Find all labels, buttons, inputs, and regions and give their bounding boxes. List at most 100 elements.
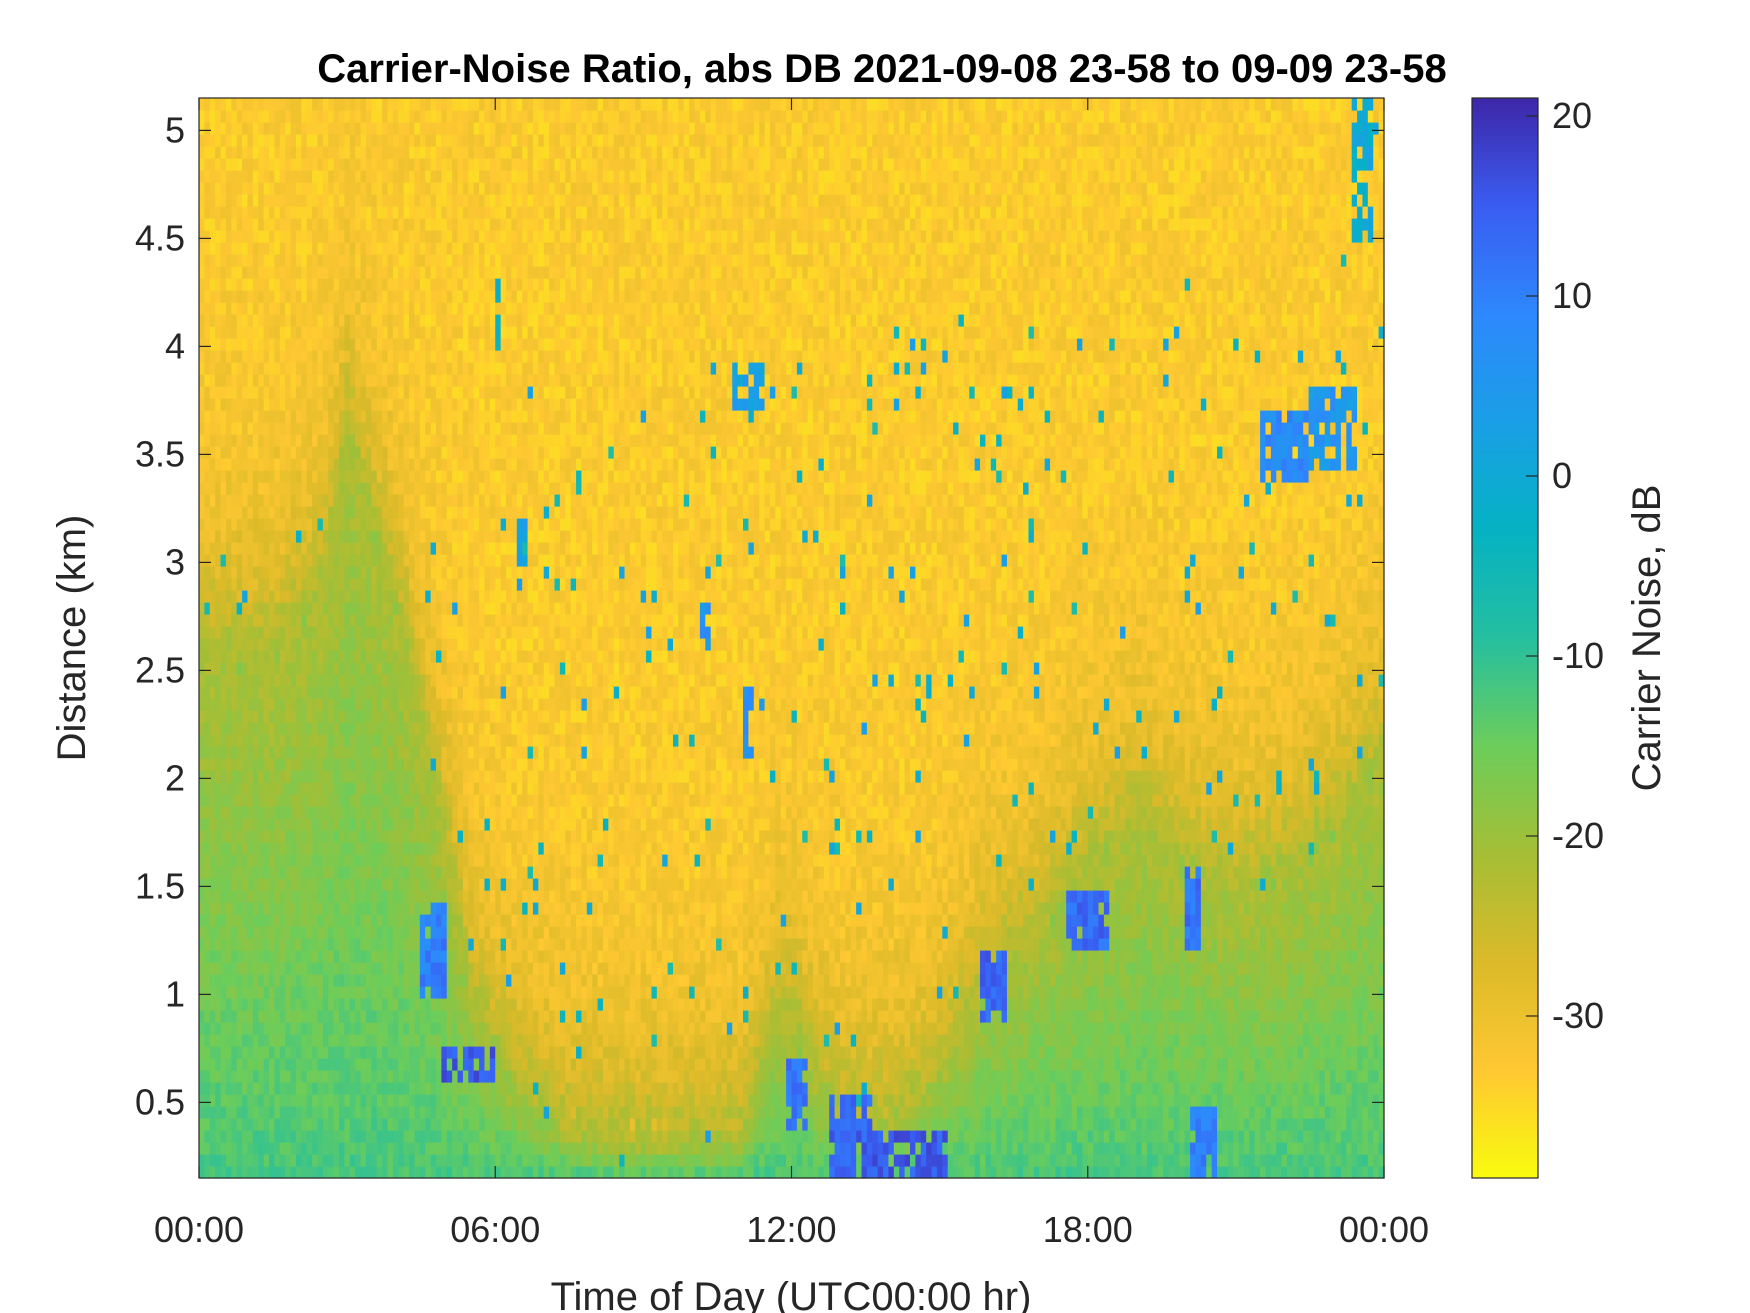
heatmap-cell [479,350,485,363]
heatmap-cell [334,122,340,135]
heatmap-cell [339,530,345,543]
heatmap-cell [344,542,350,555]
heatmap-cell [215,158,221,171]
heatmap-cell [210,1022,216,1035]
heatmap-cell [398,578,404,591]
heatmap-cell [318,662,324,675]
heatmap-cell [431,854,437,867]
heatmap-cell [237,494,243,507]
heatmap-cell [274,830,280,843]
heatmap-cell [226,314,232,327]
heatmap-cell [393,230,399,243]
heatmap-cell [404,518,410,531]
heatmap-cell [484,626,490,639]
heatmap-cell [231,962,237,975]
heatmap-cell [484,1142,490,1155]
heatmap-cell [355,974,361,987]
heatmap-cell [398,338,404,351]
heatmap-cell [355,482,361,495]
heatmap-cell [253,578,259,591]
heatmap-cell [312,614,318,627]
heatmap-cell [414,506,420,519]
heatmap-cell [414,674,420,687]
heatmap-cell [247,494,253,507]
heatmap-cell [307,974,313,987]
heatmap-cell [425,710,431,723]
heatmap-cell [307,722,313,735]
heatmap-cell [280,1070,286,1083]
heatmap-cell [274,602,280,615]
heatmap-cell [414,878,420,891]
heatmap-cell [199,830,205,843]
heatmap-cell [344,554,350,567]
heatmap-cell [274,806,280,819]
heatmap-cell [377,602,383,615]
heatmap-cell [382,1058,388,1071]
heatmap-cell [361,374,367,387]
heatmap-cell [484,698,490,711]
heatmap-cell [484,374,490,387]
heatmap-cell [366,746,372,759]
heatmap-cell [318,758,324,771]
heatmap-cell [350,530,356,543]
heatmap-cell [323,890,329,903]
heatmap-cell [393,1154,399,1167]
heatmap-cell [398,242,404,255]
heatmap-cell [339,1166,345,1179]
heatmap-cell [226,398,232,411]
heatmap-cell [366,110,372,123]
heatmap-cell [393,194,399,207]
heatmap-cell [425,998,431,1011]
heatmap-cell [484,890,490,903]
heatmap-cell [339,1022,345,1035]
heatmap-cell [377,386,383,399]
heatmap-cell [339,470,345,483]
heatmap-cell [339,314,345,327]
heatmap-cell [296,290,302,303]
heatmap-cell [301,878,307,891]
heatmap-cell [409,914,415,927]
heatmap-cell [458,986,464,999]
heatmap-cell [291,518,297,531]
heatmap-cell [361,770,367,783]
heatmap-cell [425,266,431,279]
heatmap-cell [484,362,490,375]
heatmap-cell [221,458,227,471]
heatmap-cell [221,338,227,351]
heatmap-cell [258,158,264,171]
heatmap-cell [301,470,307,483]
heatmap-cell [301,1166,307,1179]
heatmap-cell [258,494,264,507]
heatmap-cell [484,242,490,255]
heatmap-cell [366,398,372,411]
heatmap-cell [226,734,232,747]
heatmap-cell [436,734,442,747]
heatmap-cell [231,590,237,603]
heatmap-cell [393,134,399,147]
heatmap-cell [237,98,243,111]
heatmap-cell [318,746,324,759]
heatmap-cell [388,998,394,1011]
heatmap-cell [479,782,485,795]
heatmap-cell [242,302,248,315]
heatmap-cell [328,1082,334,1095]
heatmap-cell [463,434,469,447]
heatmap-cell [312,1070,318,1083]
heatmap-cell [247,614,253,627]
heatmap-cell [441,254,447,267]
heatmap-cell [458,110,464,123]
heatmap-cell [458,1142,464,1155]
heatmap-cell [371,338,377,351]
heatmap-cell [479,338,485,351]
heatmap-cell [463,806,469,819]
heatmap-cell [398,866,404,879]
heatmap-cell [328,458,334,471]
heatmap-cell [312,902,318,915]
heatmap-cell [215,746,221,759]
heatmap-cell [221,818,227,831]
heatmap-cell [291,926,297,939]
heatmap-cell [468,770,474,783]
heatmap-cell [361,134,367,147]
heatmap-cell [350,1166,356,1179]
heatmap-cell [468,374,474,387]
